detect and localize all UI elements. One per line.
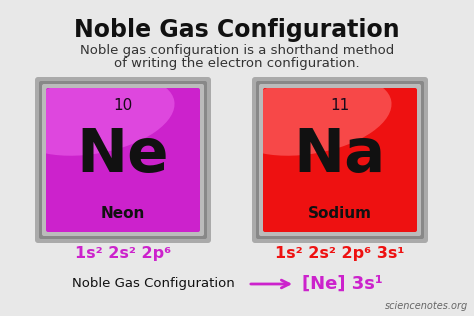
Text: Neon: Neon — [101, 206, 145, 222]
Text: 11: 11 — [330, 99, 350, 113]
Text: Noble gas configuration is a shorthand method: Noble gas configuration is a shorthand m… — [80, 44, 394, 57]
Text: of writing the electron configuration.: of writing the electron configuration. — [114, 57, 360, 70]
Ellipse shape — [228, 75, 392, 156]
Text: 1s² 2s² 2p⁶: 1s² 2s² 2p⁶ — [75, 246, 171, 261]
Ellipse shape — [11, 75, 174, 156]
Text: 10: 10 — [113, 99, 133, 113]
FancyBboxPatch shape — [263, 88, 417, 232]
FancyBboxPatch shape — [256, 81, 424, 239]
Text: sciencenotes.org: sciencenotes.org — [385, 301, 468, 311]
FancyBboxPatch shape — [259, 84, 421, 236]
FancyBboxPatch shape — [46, 88, 200, 232]
Text: 1s² 2s² 2p⁶ 3s¹: 1s² 2s² 2p⁶ 3s¹ — [275, 246, 405, 261]
Text: Noble Gas Configuration: Noble Gas Configuration — [72, 277, 235, 290]
FancyBboxPatch shape — [39, 81, 207, 239]
Text: Na: Na — [294, 126, 386, 185]
FancyBboxPatch shape — [42, 84, 204, 236]
Text: [Ne] 3s¹: [Ne] 3s¹ — [302, 275, 383, 293]
FancyBboxPatch shape — [35, 77, 211, 243]
Text: Ne: Ne — [77, 126, 169, 185]
Text: Noble Gas Configuration: Noble Gas Configuration — [74, 18, 400, 42]
FancyBboxPatch shape — [252, 77, 428, 243]
Text: Sodium: Sodium — [308, 206, 372, 222]
